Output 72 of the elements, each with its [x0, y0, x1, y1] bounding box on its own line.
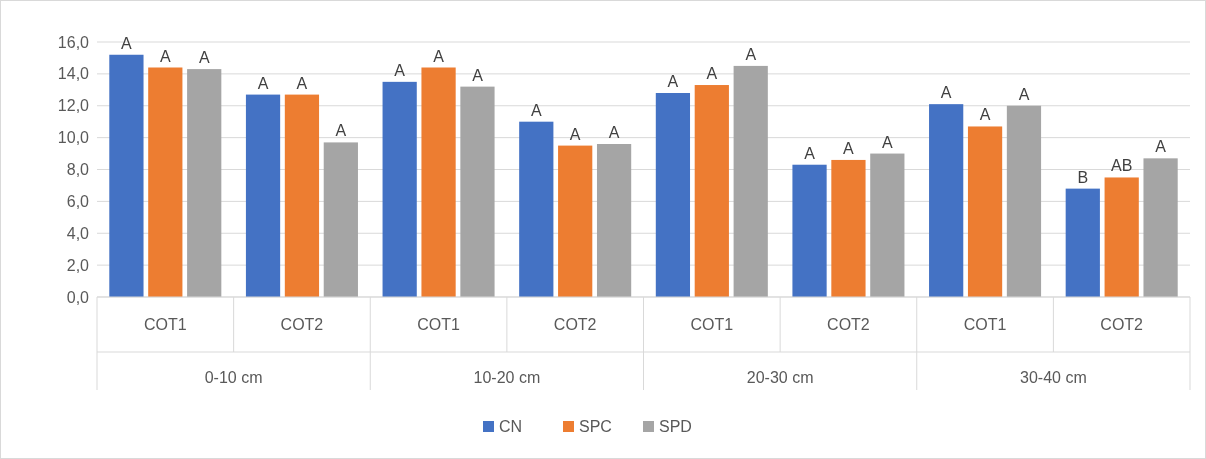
x-tick-label: COT1	[690, 316, 734, 333]
data-label: A	[394, 61, 406, 79]
bar	[245, 94, 281, 297]
x-tick-label: COT2	[1100, 316, 1144, 333]
bar	[831, 159, 866, 297]
bar	[109, 54, 144, 297]
bar	[1143, 158, 1178, 297]
data-label: A	[335, 122, 347, 140]
bar	[733, 65, 768, 297]
bar	[596, 144, 632, 297]
bar	[1104, 177, 1139, 297]
bar	[870, 153, 905, 297]
data-label: A	[608, 124, 620, 141]
bar	[382, 81, 417, 297]
data-label: A	[121, 34, 133, 52]
data-label: A	[1018, 85, 1030, 103]
data-label: A	[745, 45, 757, 63]
x-tick-label: COT1	[417, 316, 460, 333]
data-label: A	[296, 74, 308, 92]
legend-label: CN	[499, 418, 523, 435]
bar	[421, 67, 456, 297]
bar	[460, 86, 495, 297]
legend-label: SPD	[659, 418, 692, 435]
data-label: A	[1155, 138, 1167, 156]
bar	[558, 145, 593, 297]
data-label: A	[804, 144, 816, 162]
data-label: A	[979, 106, 991, 124]
x-tick-label: COT2	[827, 316, 870, 333]
data-label: A	[843, 139, 855, 157]
x-tick-label: COT1	[963, 316, 1007, 333]
x-tick-label: COT2	[280, 316, 324, 333]
text: 20-30 cm	[746, 369, 814, 386]
y-tick-label: 10,0	[57, 129, 90, 147]
y-tick-label: 14,0	[57, 65, 90, 83]
data-label: A	[433, 47, 445, 65]
legend-label: SPC	[579, 418, 612, 435]
y-tick-label: 2,0	[66, 256, 90, 274]
y-tick-label: 0,0	[66, 288, 90, 306]
data-label: AB	[1111, 157, 1133, 175]
data-label: A	[198, 49, 210, 67]
bar	[323, 142, 358, 297]
x-tick-label: COT2	[553, 316, 597, 333]
y-tick-label: 12,0	[57, 97, 90, 115]
bar	[148, 67, 183, 297]
bar	[1006, 105, 1042, 297]
bar	[519, 121, 554, 297]
data-label: A	[472, 66, 484, 84]
bar	[1065, 188, 1100, 297]
data-label: B	[1077, 168, 1089, 186]
y-tick-label: 6,0	[66, 192, 90, 210]
bar	[655, 93, 691, 297]
data-label: A	[530, 101, 542, 119]
x-tick-label: COT1	[143, 316, 187, 333]
bar	[694, 85, 729, 297]
bar	[929, 104, 964, 297]
data-label: A	[940, 84, 952, 102]
bar	[187, 69, 222, 297]
y-tick-label: 16,0	[57, 33, 90, 51]
data-label: A	[257, 74, 269, 92]
data-label: A	[667, 73, 679, 90]
data-label: A	[569, 125, 581, 143]
y-tick-label: 4,0	[66, 224, 90, 242]
data-label: A	[159, 47, 171, 65]
text: 30-40 cm	[1020, 369, 1087, 386]
text: 10-20 cm	[473, 369, 541, 386]
data-label: A	[882, 133, 893, 151]
bar	[284, 94, 320, 297]
bar	[967, 126, 1003, 297]
y-tick-label: 8,0	[66, 161, 90, 179]
text: 0-10 cm	[204, 369, 263, 386]
data-label: A	[706, 65, 718, 83]
bar	[792, 164, 827, 297]
